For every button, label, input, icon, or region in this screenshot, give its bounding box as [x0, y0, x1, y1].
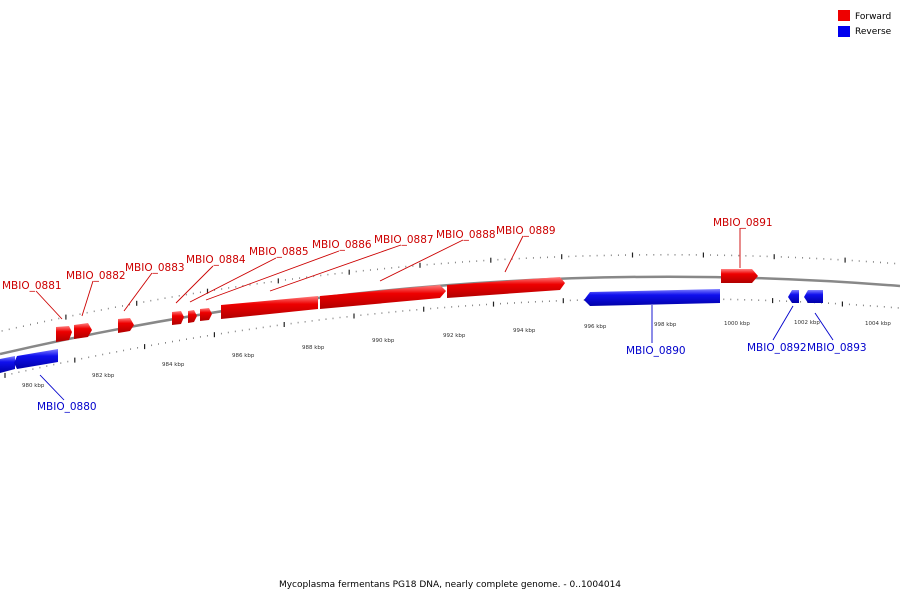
scale-label-1002: 1002 kbp	[794, 320, 820, 326]
scale-label-1000: 1000 kbp	[724, 321, 750, 327]
leader-line-0885	[189, 257, 277, 303]
gene-label-0885: MBIO_0885	[249, 246, 309, 258]
gene-arrow-0880[interactable]	[14, 349, 58, 369]
scale-label-986: 986 kbp	[232, 353, 255, 359]
gene-arrow-0884a[interactable]	[172, 311, 184, 325]
gene-leader-lines	[35, 228, 834, 401]
leader-line-0889	[504, 235, 524, 273]
gene-arrow-0888[interactable]	[447, 277, 565, 298]
leader-line-0888	[379, 239, 464, 282]
leader-line-0881	[35, 290, 63, 320]
gene-arrow-0880-left[interactable]	[0, 356, 15, 373]
gene-arrow-0893[interactable]	[804, 290, 823, 303]
gene-label-0884: MBIO_0884	[186, 254, 246, 266]
reverse-genes	[0, 289, 823, 373]
scale-label-994: 994 kbp	[513, 328, 536, 334]
leader-line-0886	[205, 250, 340, 301]
gene-arrow-0882[interactable]	[74, 323, 92, 339]
scale-label-1004: 1004 kbp	[865, 321, 891, 327]
map-caption: Mycoplasma fermentans PG18 DNA, nearly c…	[279, 580, 621, 590]
gene-label-0880: MBIO_0880	[37, 401, 97, 413]
gene-label-0881: MBIO_0881	[2, 280, 62, 292]
gene-label-0890: MBIO_0890	[626, 345, 686, 357]
scale-label-992: 992 kbp	[443, 333, 466, 339]
gene-arrow-0891[interactable]	[721, 269, 758, 283]
legend-forward-label: Forward	[855, 12, 891, 22]
gene-arrow-0886[interactable]	[221, 296, 318, 319]
gene-label-0889: MBIO_0889	[496, 225, 556, 237]
scale-labels: 980 kbp 982 kbp 984 kbp 986 kbp 988 kbp …	[22, 320, 891, 389]
leader-line-0884	[175, 265, 214, 304]
gene-arrow-0883[interactable]	[118, 318, 134, 333]
gene-label-0888: MBIO_0888	[436, 229, 496, 241]
gene-labels: MBIO_0880 MBIO_0881 MBIO_0882 MBIO_0883 …	[2, 217, 867, 413]
legend-forward-swatch	[838, 10, 850, 21]
leader-line-0893	[814, 312, 834, 341]
gene-label-0887: MBIO_0887	[374, 234, 434, 246]
scale-label-982: 982 kbp	[92, 373, 115, 379]
leader-line-0880	[39, 374, 65, 401]
gene-label-0893: MBIO_0893	[807, 342, 867, 354]
forward-genes	[56, 269, 758, 342]
scale-label-998: 998 kbp	[654, 322, 677, 328]
gene-arrow-0881[interactable]	[56, 326, 72, 342]
gene-arrow-0884b[interactable]	[188, 310, 197, 323]
legend-reverse-swatch	[838, 26, 850, 37]
gene-label-0886: MBIO_0886	[312, 239, 372, 251]
scale-label-990: 990 kbp	[372, 338, 395, 344]
scale-label-984: 984 kbp	[162, 362, 185, 368]
leader-line-0882	[81, 280, 94, 317]
gene-label-0883: MBIO_0883	[125, 262, 185, 274]
scale-label-980: 980 kbp	[22, 383, 45, 389]
leader-line-0887	[269, 244, 402, 292]
scale-label-996: 996 kbp	[584, 324, 607, 330]
leader-line-0883	[123, 272, 153, 312]
legend-reverse-label: Reverse	[855, 27, 892, 37]
gene-arrow-0892[interactable]	[788, 290, 799, 303]
scale-label-988: 988 kbp	[302, 345, 325, 351]
legend: Forward Reverse	[838, 10, 892, 37]
scale-ticks	[1, 252, 899, 378]
leader-line-0892	[772, 305, 794, 341]
gene-arrow-0887[interactable]	[320, 285, 446, 309]
gene-arrow-0890[interactable]	[584, 289, 720, 306]
gene-label-0882: MBIO_0882	[66, 270, 126, 282]
gene-label-0892: MBIO_0892	[747, 342, 807, 354]
gene-arrow-0885[interactable]	[200, 308, 212, 321]
gene-label-0891: MBIO_0891	[713, 217, 773, 229]
